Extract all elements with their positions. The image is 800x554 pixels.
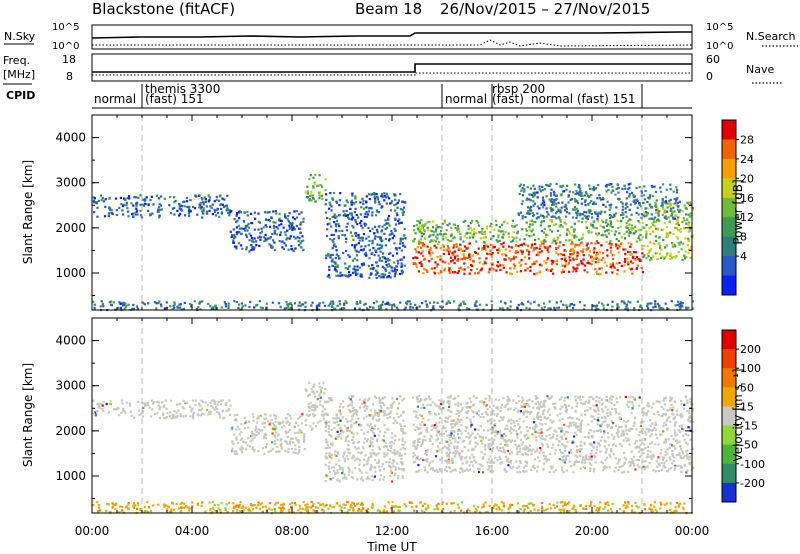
power-yticks: 4000 3000 2000 1000 — [55, 131, 692, 297]
y-tick-label: 2000 — [55, 221, 86, 235]
cpid-panel: CPID normal themis 3300(fast) 151 normal rb… — [6, 82, 692, 109]
n-search-tick-top: 10^5 — [706, 22, 733, 33]
colorbar-swatch — [722, 330, 736, 350]
cpid-segment-label: (fast) 151 — [145, 92, 204, 106]
power-panel: Slant Range [km] 4000 3000 2000 1000 28 24 20… — [21, 114, 754, 312]
velocity-ylabel: Slant Range [km] — [21, 363, 35, 467]
power-data — [92, 173, 694, 312]
colorbar-swatch — [722, 236, 736, 257]
cpid-segment-label: themis 3300 — [145, 82, 220, 96]
power-colorbar: 28 24 20 16 12 8 4 — [721, 119, 754, 296]
colorbar-swatch — [722, 444, 736, 465]
x-tick-label: 12:00 — [375, 524, 410, 538]
x-axis-label: Time UT — [366, 540, 417, 554]
colorbar-swatch — [722, 425, 736, 446]
colorbar-swatch — [722, 387, 736, 407]
cpid-segment-label: rbsp 200 — [492, 82, 545, 96]
noise-panel: N.Sky 10^5 10^0 10^5 10^0 N.Search — [4, 22, 798, 52]
power-grid — [141, 115, 643, 310]
station-title: Blackstone (fitACF) — [92, 0, 235, 18]
colorbar-swatch — [722, 275, 736, 296]
nave-label: Nave — [746, 63, 774, 76]
colorbar-swatch — [722, 256, 736, 277]
nave-tick-bottom: 0 — [706, 70, 713, 83]
power-ylabel: Slant Range [km] — [21, 160, 35, 264]
y-tick-label: 4000 — [55, 334, 86, 348]
x-tick-label: 00:00 — [75, 524, 110, 538]
velocity-yticks: 4000 3000 2000 1000 — [55, 334, 692, 500]
colorbar-tick-label: 12 — [740, 211, 754, 224]
power-colorbar-label: Power [dB] — [731, 179, 745, 244]
colorbar-swatch — [722, 120, 736, 140]
y-tick-label: 4000 — [55, 131, 86, 145]
y-tick-label: 1000 — [55, 469, 86, 483]
colorbar-tick-label: 28 — [740, 133, 754, 146]
colorbar-tick-label: 50 — [740, 381, 754, 394]
freq-label: Freq. — [3, 54, 30, 67]
colorbar-swatch — [722, 139, 736, 160]
colorbar-tick-label: 4 — [740, 250, 747, 263]
freq-unit-label: [MHz] — [3, 68, 35, 81]
freq-tick-bottom: 8 — [66, 70, 73, 83]
cpid-segment-label: normal — [94, 92, 136, 106]
beam-label: Beam 18 — [355, 0, 422, 18]
freq-tick-top: 18 — [62, 53, 76, 66]
n-sky-tick-bottom: 10^0 — [52, 41, 79, 52]
colorbar-tick-label: -50 — [740, 439, 758, 452]
colorbar-tick-label: 15 — [740, 400, 754, 413]
n-sky-label: N.Sky — [4, 30, 36, 43]
colorbar-swatch — [722, 217, 736, 238]
n-search-tick-bottom: 10^0 — [706, 41, 733, 52]
cpid-segment-label: normal (fast) 151 — [531, 92, 635, 106]
colorbar-swatch — [722, 158, 736, 179]
colorbar-tick-label: -15 — [740, 420, 758, 433]
y-tick-label: 3000 — [55, 176, 86, 190]
frequency-panel: Freq. [MHz] 18 8 60 0 Nave — [3, 53, 782, 85]
velocity-data — [92, 381, 695, 515]
velocity-panel: Slant Range [km] 4000 3000 2000 1000 200 100… — [21, 317, 765, 515]
colorbar-swatch — [722, 178, 736, 199]
x-tick-label: 16:00 — [475, 524, 510, 538]
colorbar-tick-label: -100 — [740, 458, 765, 471]
y-tick-label: 3000 — [55, 379, 86, 393]
x-axis-ticks: 00:00 04:00 08:00 12:00 16:00 20:00 00:00 — [75, 115, 710, 538]
cpid-label: CPID — [6, 89, 35, 102]
colorbar-swatch — [722, 463, 736, 484]
colorbar-swatch — [722, 368, 736, 388]
colorbar-tick-label: 20 — [740, 172, 754, 185]
cpid-segment-label: normal — [445, 92, 487, 106]
colorbar-tick-label: 100 — [740, 362, 761, 375]
velocity-grid — [141, 318, 643, 513]
colorbar-tick-label: 200 — [740, 343, 761, 356]
colorbar-tick-label: -200 — [740, 477, 765, 490]
colorbar-swatch — [722, 482, 736, 503]
n-search-label: N.Search — [746, 30, 796, 43]
colorbar-tick-label: 24 — [740, 153, 754, 166]
colorbar-tick-label: 8 — [740, 231, 747, 244]
colorbar-swatch — [722, 349, 736, 369]
x-tick-label: 20:00 — [575, 524, 610, 538]
colorbar-tick-label: 16 — [740, 192, 754, 205]
x-tick-label: 00:00 — [675, 524, 710, 538]
colorbar-swatch — [722, 406, 736, 427]
nave-tick-top: 60 — [706, 53, 720, 66]
colorbar-swatch — [722, 197, 736, 218]
x-tick-label: 08:00 — [275, 524, 310, 538]
y-tick-label: 2000 — [55, 424, 86, 438]
y-tick-label: 1000 — [55, 266, 86, 280]
x-tick-label: 04:00 — [175, 524, 210, 538]
n-sky-tick-top: 10^5 — [52, 22, 79, 33]
velocity-colorbar-label: Velocity [m s⁻¹] — [731, 368, 745, 461]
velocity-colorbar: 200 100 50 15 -15 -50 -100 -200 — [721, 329, 765, 503]
cpid-segment-label: (fast) — [492, 92, 524, 106]
date-range: 26/Nov/2015 – 27/Nov/2015 — [440, 0, 650, 18]
